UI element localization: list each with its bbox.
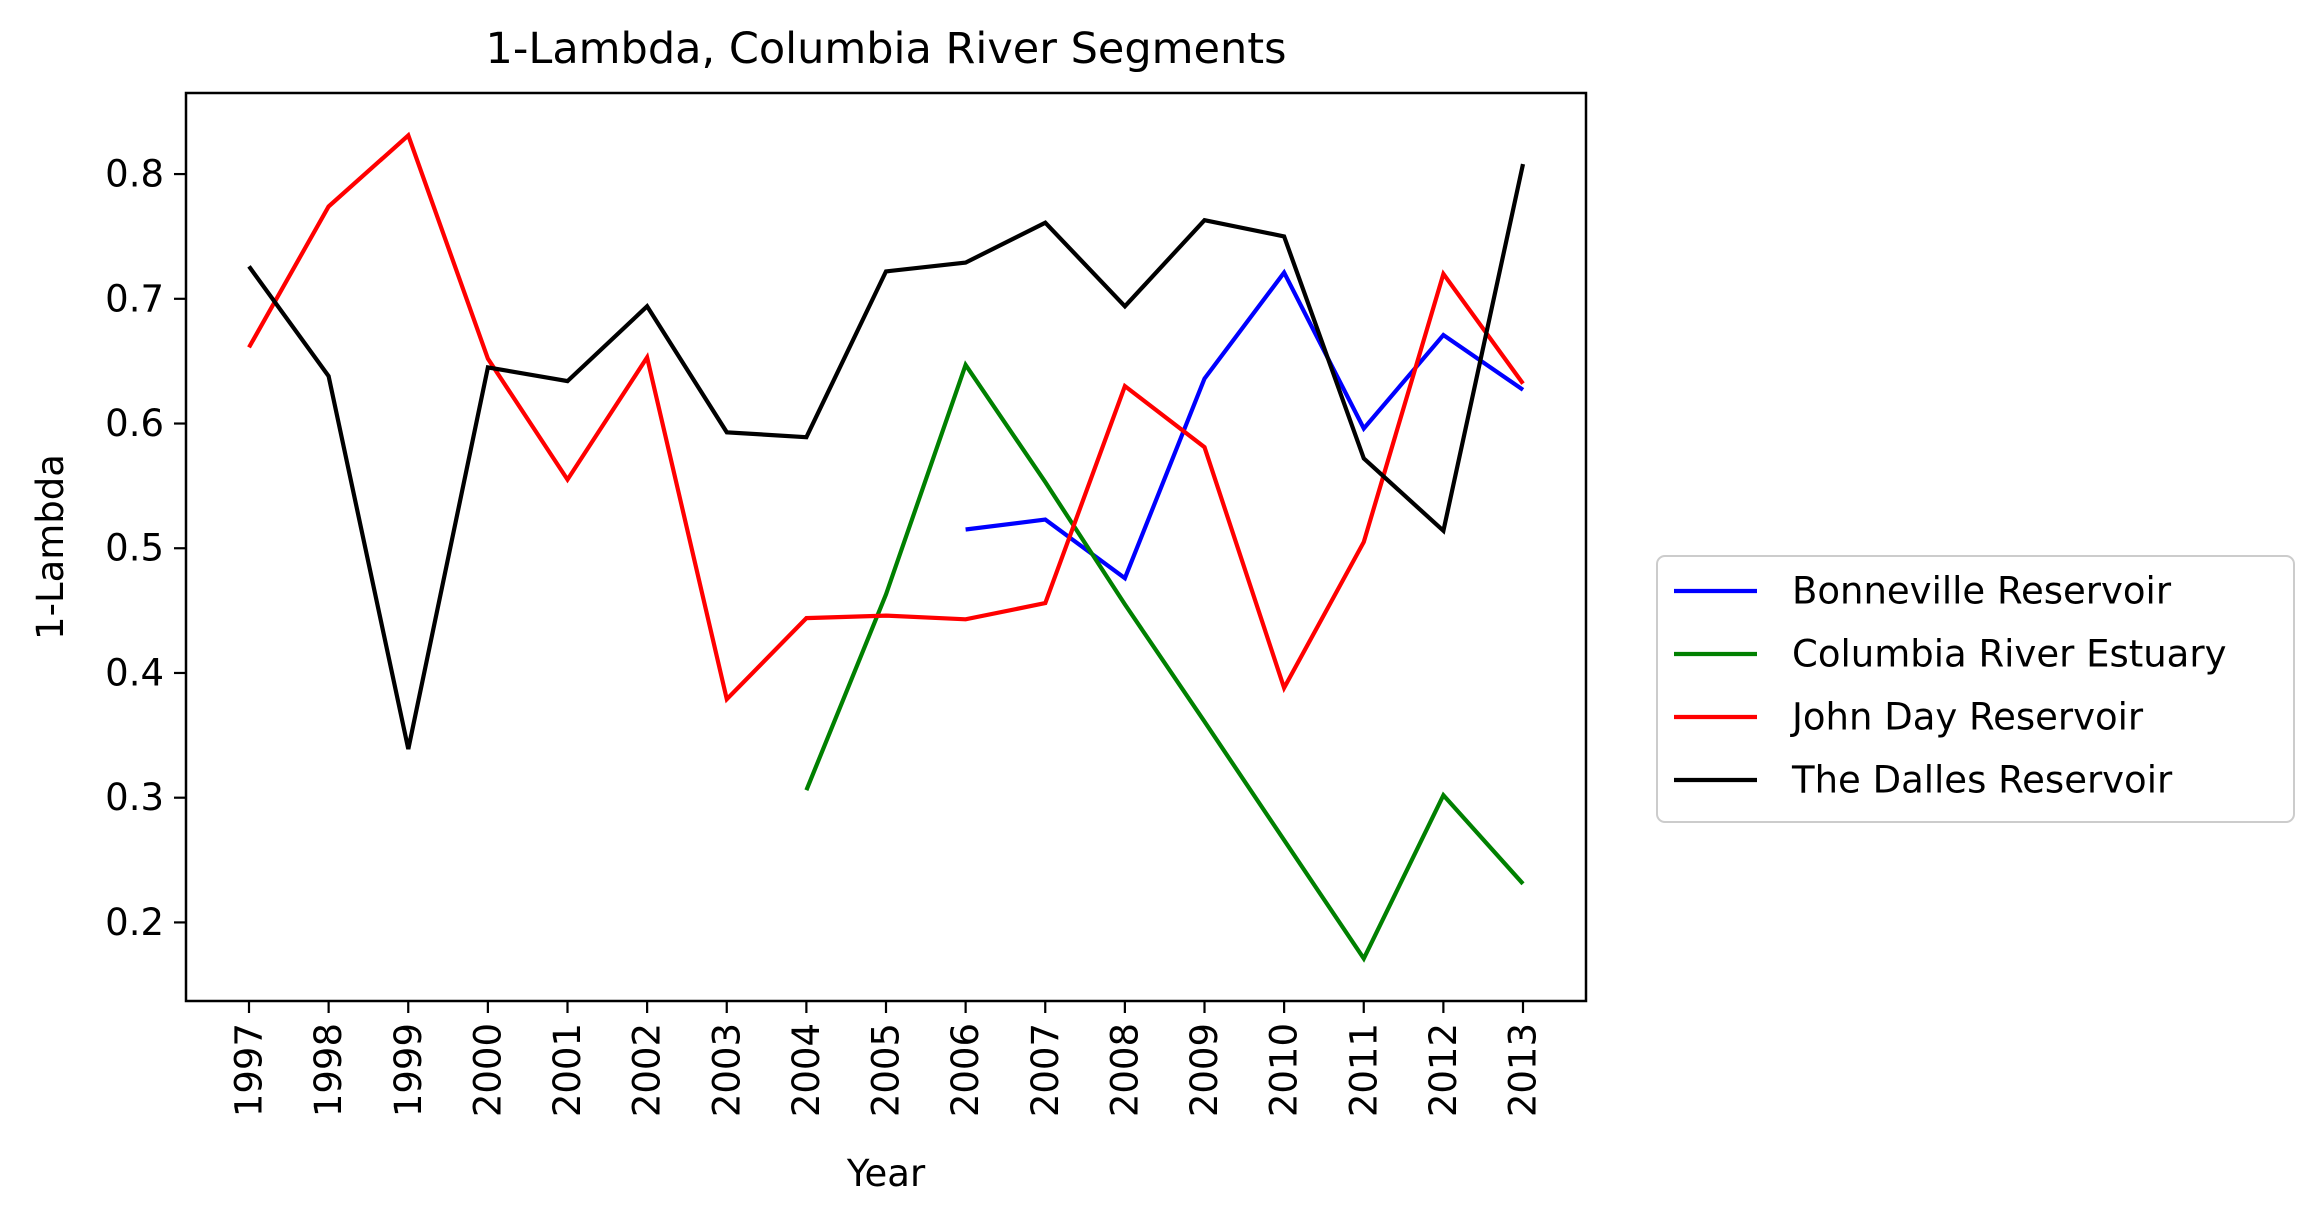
- x-tick-label: 2004: [785, 1023, 828, 1117]
- x-tick-label: 1999: [387, 1023, 430, 1117]
- x-tick-label: 2009: [1183, 1023, 1226, 1117]
- series-line-john-day-reservoir: [247, 131, 1525, 704]
- x-tick-label: 1997: [228, 1023, 271, 1117]
- x-tick-label: 1998: [307, 1023, 350, 1117]
- x-axis-label: Year: [846, 1152, 926, 1195]
- x-axis: 1997 1998 1999 2000 2001 2002 2003 2004 2005 2006…: [228, 1001, 1545, 1117]
- legend-label-john-day-reservoir: John Day Reservoir: [1790, 696, 2144, 739]
- x-tick-label: 2010: [1263, 1023, 1306, 1117]
- x-tick-label: 2013: [1502, 1023, 1545, 1117]
- y-tick-label: 0.4: [105, 651, 164, 694]
- series-line-bonneville-reservoir: [965, 268, 1525, 582]
- legend: Bonneville Reservoir Columbia River Estua…: [1656, 555, 2295, 823]
- chart-title: 1-Lambda, Columbia River Segments: [485, 24, 1286, 74]
- y-axis: 0.2 0.3 0.4 0.5 0.6 0.7 0.8: [105, 153, 186, 944]
- y-tick-label: 0.3: [105, 776, 164, 819]
- legend-frame: [1656, 555, 2295, 823]
- y-tick-label: 0.7: [105, 277, 164, 320]
- x-tick-label: 2003: [705, 1023, 748, 1117]
- x-tick-label: 2005: [865, 1023, 908, 1117]
- x-tick-label: 2012: [1422, 1023, 1465, 1117]
- legend-label-columbia-river-estuary: Columbia River Estuary: [1792, 633, 2226, 676]
- y-tick-label: 0.8: [105, 153, 164, 196]
- series-line-the-dalles-reservoir: [247, 163, 1526, 750]
- y-tick-label: 0.5: [105, 527, 164, 570]
- series-line-columbia-river-estuary: [804, 360, 1525, 963]
- x-tick-label: 2007: [1024, 1023, 1067, 1117]
- legend-label-the-dalles-reservoir: The Dalles Reservoir: [1791, 759, 2173, 802]
- series-lines: [247, 131, 1526, 963]
- x-tick-label: 2002: [626, 1023, 669, 1117]
- y-tick-label: 0.2: [105, 901, 164, 944]
- plot-frame: [184, 91, 1588, 1003]
- x-tick-label: 2006: [944, 1023, 987, 1117]
- x-tick-label: 2000: [466, 1023, 509, 1117]
- x-tick-label: 2001: [546, 1023, 589, 1117]
- x-tick-label: 2008: [1103, 1023, 1146, 1117]
- x-tick-label: 2011: [1342, 1023, 1385, 1117]
- legend-label-bonneville-reservoir: Bonneville Reservoir: [1792, 570, 2172, 613]
- y-axis-label: 1-Lambda: [29, 454, 72, 640]
- y-tick-label: 0.6: [105, 402, 164, 445]
